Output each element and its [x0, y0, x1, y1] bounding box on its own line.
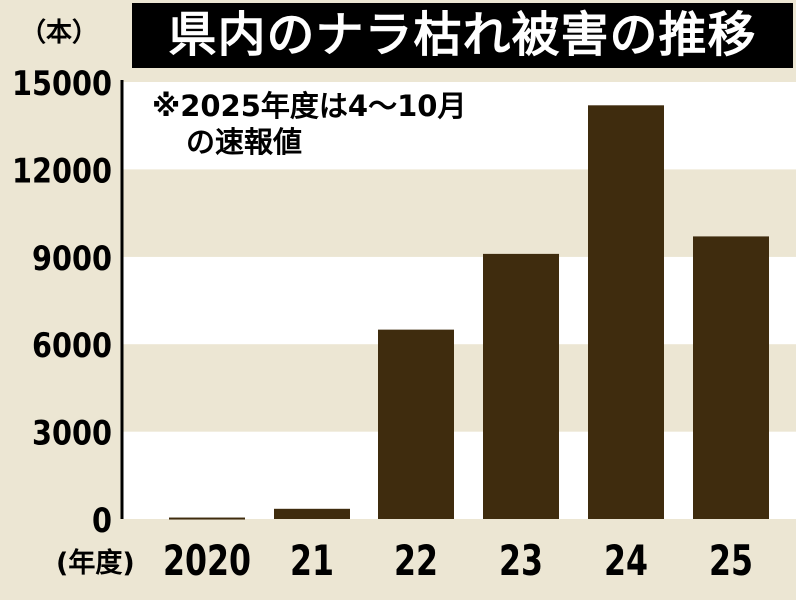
x-tick-label-24: 24 — [604, 536, 648, 585]
x-tick-labels: 2020 21 22 23 24 25 — [163, 536, 753, 585]
x-tick-label-21: 21 — [290, 536, 334, 585]
x-tick-label-23: 23 — [499, 536, 543, 585]
y-tick-labels: 0 3000 6000 9000 12000 15000 — [12, 64, 112, 541]
x-tick-label-22: 22 — [394, 536, 438, 585]
y-tick-label: 15000 — [12, 64, 112, 104]
y-tick-label: 3000 — [32, 414, 112, 454]
y-unit-label: （本） — [20, 18, 99, 48]
y-tick-label: 6000 — [32, 326, 112, 366]
note-box: ※2025年度は4～10月 の速報値 — [152, 88, 467, 160]
band-2 — [122, 256, 796, 345]
bar-23 — [483, 253, 559, 520]
x-tick-label-25: 25 — [709, 536, 753, 585]
band-3 — [122, 169, 796, 257]
band-0 — [122, 431, 796, 519]
bar-21 — [274, 508, 350, 519]
y-tick-label: 12000 — [12, 151, 112, 191]
y-tick-label: 9000 — [32, 239, 112, 279]
bars — [169, 105, 769, 520]
note-line-2: の速報値 — [186, 125, 303, 159]
y-tick-label: 0 — [92, 501, 112, 541]
x-axis-label: (年度) — [56, 547, 135, 579]
x-tick-label-2020: 2020 — [163, 536, 251, 585]
note-line-1: ※2025年度は4～10月 — [152, 89, 467, 123]
band-1 — [122, 344, 796, 432]
chart-title: 県内のナラ枯れ被害の推移 — [132, 3, 793, 68]
bar-25 — [693, 236, 769, 519]
bar-24 — [588, 105, 664, 519]
bar-22 — [378, 329, 454, 519]
bar-2020 — [169, 517, 245, 520]
